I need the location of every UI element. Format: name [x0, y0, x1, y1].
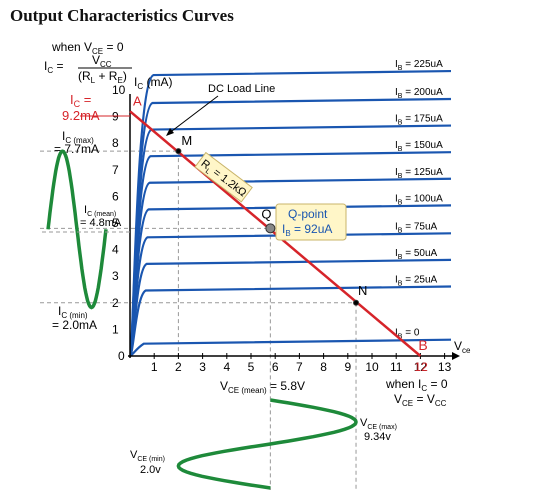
q-point-ib: IB = 92uA: [282, 222, 332, 238]
ic-label-line1: IC =: [70, 92, 91, 109]
vce-mean-label: VCE (mean) = 5.8V: [220, 379, 305, 395]
vce-max-label: VCE (max): [360, 417, 397, 431]
origin-label: 0: [118, 349, 125, 363]
curve-label: IB = 225uA: [395, 59, 443, 72]
x-tick-label: 4: [223, 360, 230, 374]
x-tick-label: 2: [175, 360, 182, 374]
end-value-label: 12: [414, 360, 428, 374]
y-tick-label: 3: [112, 269, 119, 283]
vce-min-label: VCE (min): [130, 449, 165, 463]
curve-label: IB = 125uA: [395, 167, 443, 180]
q-point-title: Q-point: [288, 207, 328, 221]
ic-zero-condition: when IC = 0: [385, 377, 448, 393]
ic-min-label: IC (min): [58, 304, 88, 320]
curve-label: IB = 200uA: [395, 87, 443, 100]
formula-numerator: VCC: [92, 53, 112, 69]
point-q-label: Q: [261, 206, 271, 221]
x-axis-arrow: [452, 352, 460, 360]
x-tick-label: 12: [414, 360, 428, 374]
vce-min-value: 2.0v: [140, 464, 161, 476]
x-tick-label: 1: [151, 360, 158, 374]
x-tick-label: 5: [248, 360, 255, 374]
y-tick-label: 5: [112, 216, 119, 230]
x-tick-label: 7: [296, 360, 303, 374]
dc-load-line-callout: DC Load Line: [208, 83, 275, 95]
x-tick-label: 9: [344, 360, 351, 374]
point-q: [265, 223, 276, 234]
rl-label: RL = 1.2kΩ: [194, 151, 253, 203]
x-tick-label: 13: [438, 360, 452, 374]
point-n-label: N: [358, 283, 367, 298]
curve-label: IB = 25uA: [395, 275, 438, 288]
point-m-label: M: [181, 133, 192, 148]
collector-curve: [128, 69, 452, 358]
curve-label: IB = 150uA: [395, 140, 443, 153]
x-tick-label: 3: [199, 360, 206, 374]
point-b-label: B: [418, 337, 427, 353]
y-tick-label: 4: [112, 243, 119, 257]
ic-mean-value: = 4.8mA: [80, 217, 122, 229]
collector-curves: IB = 0 IB = 25uA IB = 50uA IB = 75uA IB = 10…: [128, 59, 452, 358]
y-tick-label: 6: [112, 189, 119, 203]
callout-arrowhead: [166, 128, 174, 136]
ic-sine-wave: [46, 149, 108, 310]
x-tick-label: 8: [320, 360, 327, 374]
x-tick-label: 10: [365, 360, 379, 374]
y-tick-label: 9: [112, 110, 119, 124]
x-tick-label: 11: [390, 360, 403, 374]
vce-sine-wave: [176, 398, 358, 490]
y-tick-label: 10: [112, 83, 126, 97]
y-axis-label: IC (mA): [134, 75, 172, 91]
callout-arrow-line: [167, 95, 219, 135]
x-axis-label: Vce: [454, 339, 471, 355]
ic-min-value: = 2.0mA: [52, 318, 97, 332]
x-tick-labels: 1 2 3 4 5 6 7 8 9 10 11 12 13: [151, 353, 452, 374]
ic-zero-result: VCE = VCC: [394, 392, 447, 408]
curve-label: IB = 175uA: [395, 114, 443, 127]
page-title: Output Characteristics Curves: [10, 6, 234, 25]
y-tick-labels: 1 2 3 4 5 6 7 8 9 10: [112, 83, 126, 336]
point-m: [175, 148, 182, 155]
y-tick-label: 1: [112, 322, 119, 336]
rl-label-box: [194, 151, 253, 203]
y-tick-label: 7: [112, 163, 119, 177]
q-point-box: [275, 203, 347, 241]
formula-denominator: (RL + RE): [78, 69, 127, 85]
formula-condition: when VCE = 0: [51, 40, 124, 56]
y-tick-label: 8: [112, 136, 119, 150]
ic-mean-label: IC (mean): [84, 204, 116, 218]
curve-label: IB = 75uA: [395, 221, 438, 234]
y-tick-label: 2: [112, 296, 119, 310]
ic-max-label: IC (max): [62, 129, 94, 145]
point-a-label: A: [133, 93, 142, 108]
vce-max-value: 9.34v: [364, 431, 391, 443]
x-tick-label: 6: [272, 360, 279, 374]
curve-label: IB = 0: [395, 328, 420, 341]
point-n: [353, 299, 360, 306]
ic-label-value: 9.2mA: [62, 108, 100, 123]
curve-label: IB = 50uA: [395, 248, 438, 261]
formula-lhs: IC =: [44, 59, 63, 75]
curve-label: IB = 100uA: [395, 193, 443, 206]
